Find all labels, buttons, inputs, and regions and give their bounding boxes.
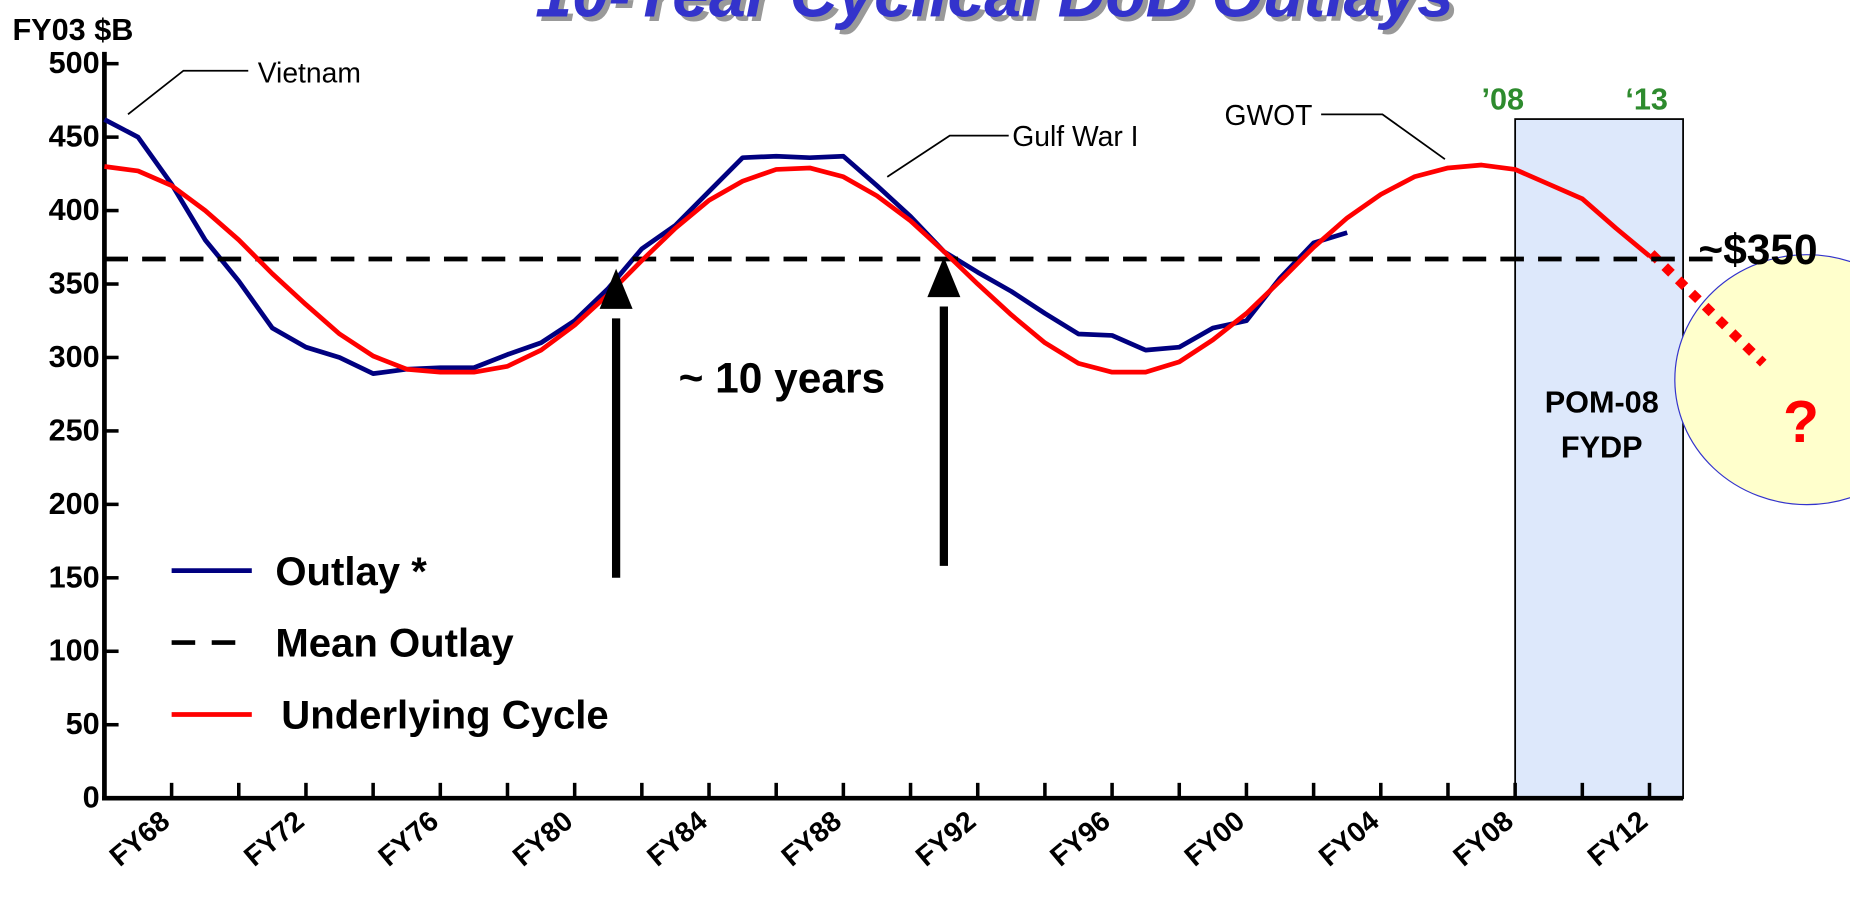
y-axis-label: FY03 $B bbox=[12, 13, 133, 47]
line-series bbox=[104, 162, 1652, 375]
y-tick-label: 350 bbox=[49, 266, 100, 300]
x-tick-label: FY88 bbox=[775, 804, 847, 872]
y-tick-label: 100 bbox=[49, 634, 100, 668]
arrow-head bbox=[927, 257, 961, 298]
annotation: POM-08 bbox=[1545, 386, 1659, 420]
y-tick-label: 500 bbox=[49, 46, 100, 80]
legend-label: Outlay * bbox=[275, 550, 427, 594]
annotation: ~ 10 years bbox=[679, 355, 886, 402]
annotation: GWOT bbox=[1224, 99, 1312, 131]
x-tick-label: FY84 bbox=[641, 804, 714, 872]
title-shadow: 10-Year Cyclical DoD Outlays bbox=[540, 0, 1459, 35]
chart-title: 10-Year Cyclical DoD Outlays bbox=[535, 0, 1454, 31]
annotation: ‘13 bbox=[1625, 83, 1668, 117]
x-tick-label: FY72 bbox=[237, 804, 309, 872]
x-tick-label: FY92 bbox=[909, 804, 981, 872]
x-tick-label: FY08 bbox=[1447, 804, 1519, 872]
annotation: FYDP bbox=[1561, 430, 1643, 464]
annotation: ~$350 bbox=[1698, 226, 1817, 273]
y-tick-label: 150 bbox=[49, 560, 100, 594]
highlight-ellipse bbox=[1674, 254, 1850, 506]
x-tick-label: FY68 bbox=[103, 804, 175, 872]
legend-label: Underlying Cycle bbox=[281, 694, 608, 738]
y-tick-label: 450 bbox=[49, 120, 100, 154]
x-tick-label: FY12 bbox=[1581, 804, 1653, 872]
leader-line bbox=[886, 134, 1009, 178]
question-mark: ? bbox=[1783, 390, 1819, 455]
x-tick-label: FY00 bbox=[1178, 804, 1250, 872]
x-tick-label: FY96 bbox=[1044, 804, 1116, 872]
projection-line bbox=[1647, 250, 1767, 367]
leader-line bbox=[127, 69, 249, 116]
fydp-box bbox=[1514, 118, 1684, 800]
x-tick-label: FY76 bbox=[372, 804, 444, 872]
y-tick-label: 400 bbox=[49, 193, 100, 227]
leader-line bbox=[1321, 113, 1446, 160]
y-tick-label: 50 bbox=[66, 707, 100, 741]
line-series bbox=[103, 117, 1348, 376]
y-tick-label: 0 bbox=[83, 781, 100, 815]
annotation: ’08 bbox=[1481, 83, 1524, 117]
y-tick-label: 300 bbox=[49, 340, 100, 374]
annotation: Gulf War I bbox=[1012, 120, 1138, 152]
x-tick-label: FY80 bbox=[506, 804, 578, 872]
arrow-head bbox=[599, 268, 633, 309]
y-tick-label: 200 bbox=[49, 487, 100, 521]
annotation: Vietnam bbox=[258, 57, 361, 89]
legend-label: Mean Outlay bbox=[275, 622, 514, 666]
y-tick-label: 250 bbox=[49, 413, 100, 447]
x-tick-label: FY04 bbox=[1312, 804, 1385, 872]
